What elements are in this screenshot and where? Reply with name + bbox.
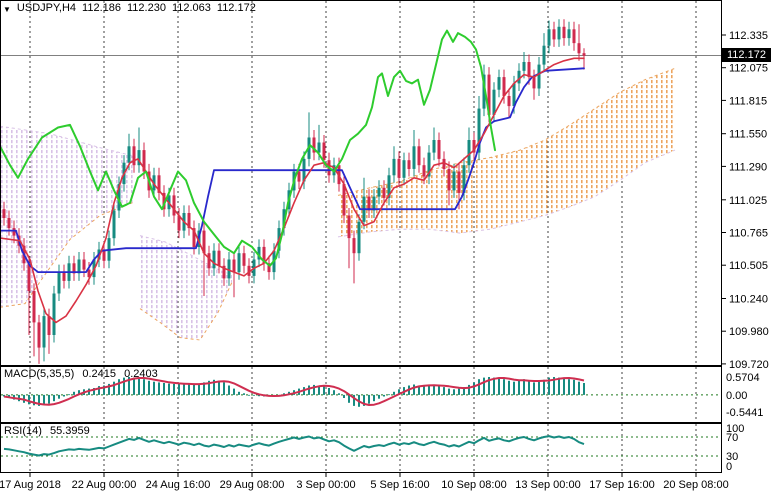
macd-panel — [1, 377, 721, 407]
green-ma-line — [1, 29, 496, 267]
svg-text:112.075: 112.075 — [729, 63, 768, 75]
macd-signal-line — [3, 377, 585, 406]
ohlc-high: 112.230 — [126, 2, 166, 14]
rsi-name: RSI(14) — [4, 425, 42, 437]
svg-text:111.025: 111.025 — [729, 195, 767, 207]
svg-text:109.720: 109.720 — [729, 359, 769, 371]
candles — [2, 19, 586, 364]
svg-text:10 Sep 08:00: 10 Sep 08:00 — [441, 479, 506, 491]
svg-text:20 Sep 08:00: 20 Sep 08:00 — [663, 479, 728, 491]
svg-text:5 Sep 16:00: 5 Sep 16:00 — [370, 479, 429, 491]
price-axis: 112.335 112.075 111.815 111.550 111.290 111.0… — [722, 30, 769, 473]
rsi-indicator-label: RSI(14) 55.3959 — [4, 425, 95, 438]
svg-text:111.815: 111.815 — [729, 95, 767, 107]
svg-text:-0.5441: -0.5441 — [726, 407, 763, 419]
svg-text:29 Aug 08:00: 29 Aug 08:00 — [220, 479, 285, 491]
macd-signal-value: 0.2403 — [124, 368, 158, 380]
svg-text:0.00: 0.00 — [726, 390, 747, 402]
svg-text:100: 100 — [726, 423, 744, 435]
svg-text:111.290: 111.290 — [729, 161, 767, 173]
rsi-line — [3, 435, 585, 457]
svg-text:13 Sep 00:00: 13 Sep 00:00 — [515, 479, 580, 491]
svg-text:0: 0 — [726, 461, 732, 473]
chart-title: ▼ USDJPY,H4 112.186 112.230 112.063 112.… — [3, 2, 262, 15]
svg-text:17 Aug 2018: 17 Aug 2018 — [0, 479, 61, 491]
time-axis: 17 Aug 2018 22 Aug 00:00 24 Aug 16:00 29 Au… — [0, 473, 729, 491]
svg-text:110.765: 110.765 — [729, 228, 768, 240]
symbol-period-label: USDJPY,H4 — [16, 2, 77, 14]
svg-text:30: 30 — [726, 451, 738, 463]
svg-text:109.980: 109.980 — [729, 326, 769, 338]
svg-text:70: 70 — [726, 432, 738, 444]
macd-name: MACD(5,35,5) — [4, 368, 75, 380]
ichimoku-cloud — [1, 67, 676, 341]
ohlc-open: 112.186 — [82, 2, 121, 14]
current-price-box: 112.172 — [722, 48, 771, 62]
ohlc-low: 112.063 — [171, 2, 211, 14]
tenkan-line — [1, 57, 585, 324]
svg-text:3 Sep 00:00: 3 Sep 00:00 — [296, 479, 355, 491]
symbol-dropdown-icon[interactable]: ▼ — [3, 5, 11, 14]
ohlc-close: 112.172 — [216, 2, 256, 14]
rsi-value: 55.3959 — [49, 425, 90, 437]
rsi-panel — [1, 435, 721, 457]
kijun-line — [1, 67, 585, 274]
svg-text:24 Aug 16:00: 24 Aug 16:00 — [146, 479, 211, 491]
svg-text:110.240: 110.240 — [729, 294, 768, 306]
current-price-value: 112.172 — [727, 49, 766, 61]
svg-text:110.505: 110.505 — [729, 260, 768, 272]
svg-text:0.5704: 0.5704 — [726, 372, 760, 384]
svg-text:112.335: 112.335 — [729, 30, 768, 42]
macd-indicator-label: MACD(5,35,5) 0.2415 0.2403 — [4, 368, 163, 381]
svg-text:17 Sep 16:00: 17 Sep 16:00 — [589, 479, 654, 491]
panel-borders — [0, 0, 722, 473]
macd-value: 0.2415 — [82, 368, 117, 380]
svg-text:22 Aug 00:00: 22 Aug 00:00 — [72, 479, 137, 491]
svg-text:111.550: 111.550 — [729, 129, 767, 141]
